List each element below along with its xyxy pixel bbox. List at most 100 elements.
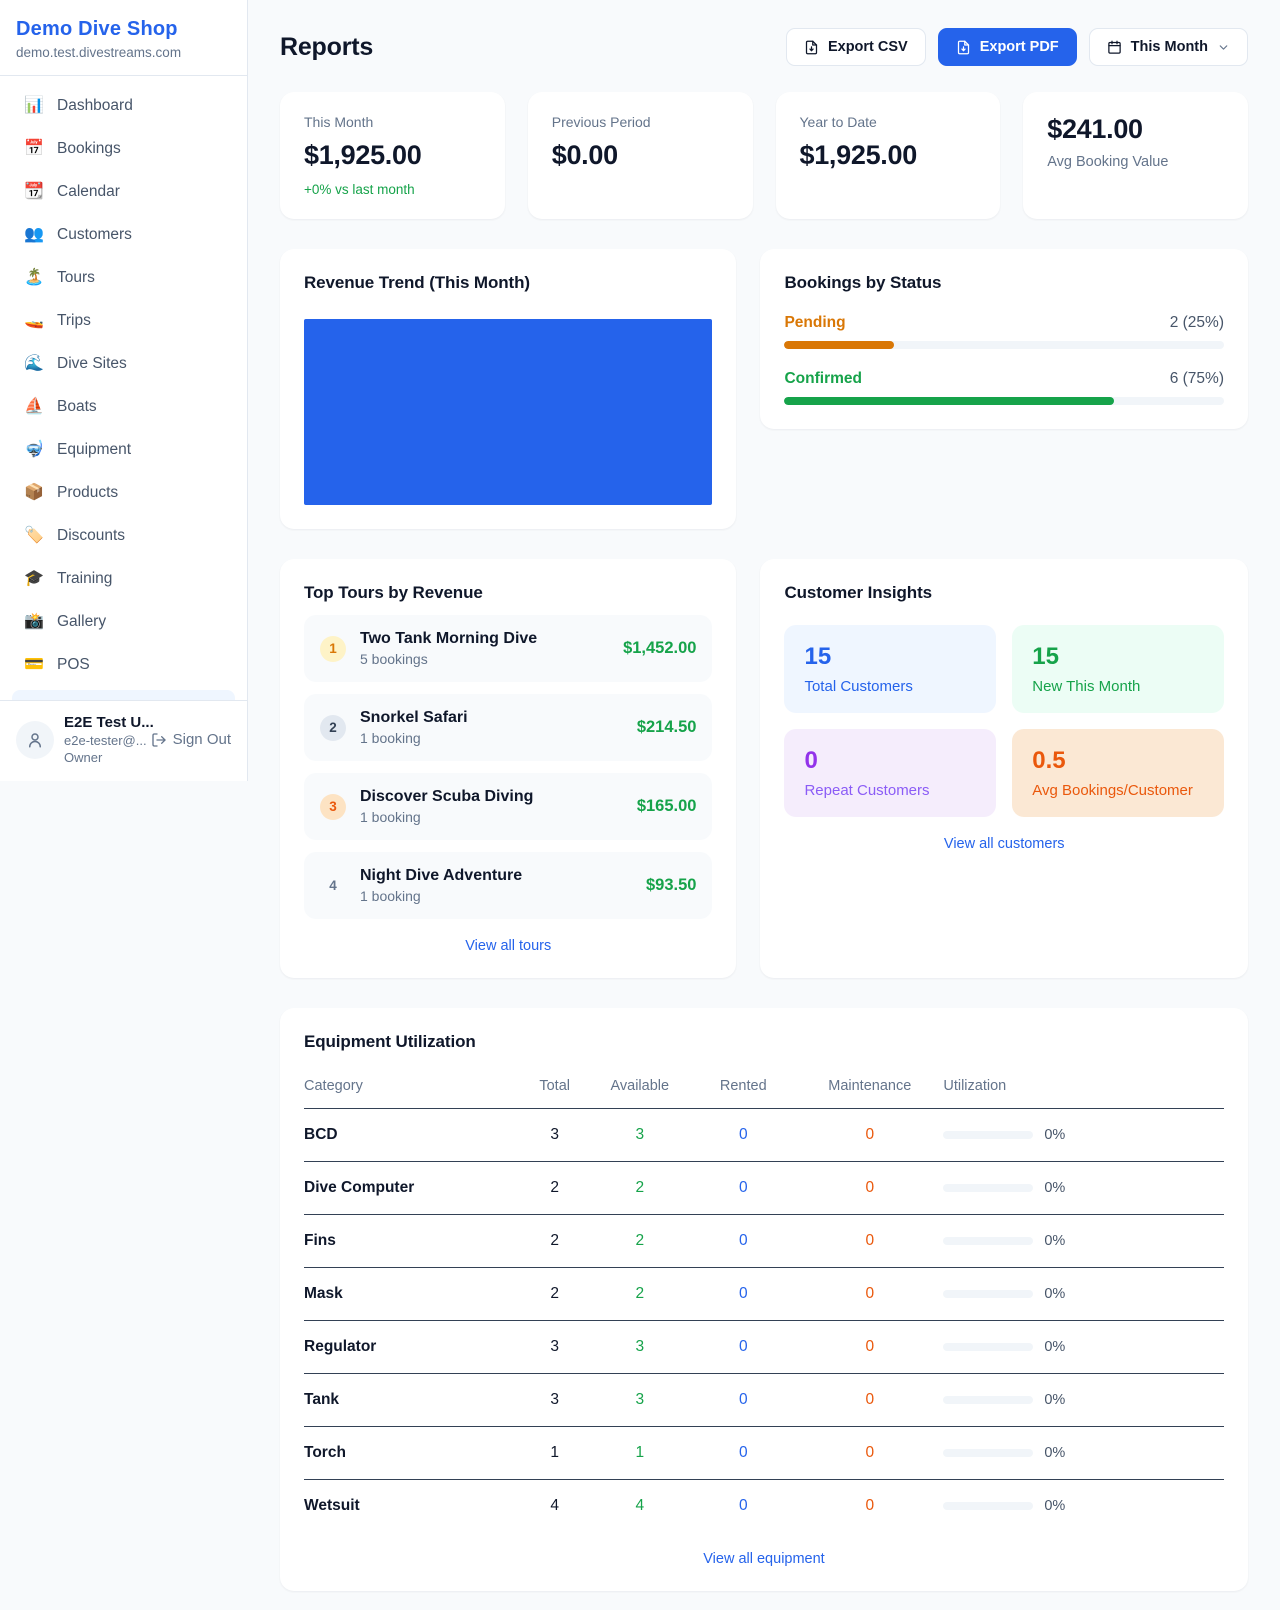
view-all-tours-link[interactable]: View all tours — [465, 938, 552, 954]
sidebar-item-boats[interactable]: ⛵ Boats — [12, 389, 235, 425]
status-count: 2 (25%) — [1169, 314, 1224, 331]
tour-amount: $214.50 — [636, 718, 697, 736]
stat-value: $1,925.00 — [799, 140, 918, 170]
list-item: 3 Discover Scuba Diving 1 booking $165.0… — [304, 773, 713, 840]
sidebar-item-label: Dashboard — [57, 97, 133, 114]
insight-total-customers: 15 Total Customers — [784, 625, 997, 713]
logout-icon — [151, 732, 166, 747]
insight-new-this-month: 15 New This Month — [1012, 625, 1224, 713]
tour-bookings: 5 bookings — [360, 651, 428, 667]
sidebar-item-reports-partial[interactable] — [12, 690, 235, 700]
lists-row: Top Tours by Revenue 1 Two Tank Morning … — [280, 559, 1248, 978]
column-header: Rented — [690, 1068, 797, 1109]
camera-icon: 📸 — [24, 613, 44, 630]
table-row: Wetsuit 4 4 0 0 0% — [304, 1497, 1066, 1514]
stat-label: Avg Booking Value — [1047, 154, 1169, 170]
view-all-equipment-link[interactable]: View all equipment — [703, 1551, 825, 1567]
sidebar-item-products[interactable]: 📦 Products — [12, 475, 235, 511]
export-pdf-button[interactable]: Export PDF — [937, 28, 1077, 66]
calendar-icon — [1107, 40, 1121, 54]
utilization-track — [943, 1131, 1034, 1139]
avatar — [16, 720, 54, 759]
sidebar-item-discounts[interactable]: 🏷️ Discounts — [12, 518, 235, 554]
sidebar: Demo Dive Shop demo.test.divestreams.com… — [0, 0, 248, 781]
header-actions: Export CSV Export PDF This Month — [785, 28, 1248, 66]
insight-repeat-customers: 0 Repeat Customers — [784, 729, 997, 817]
shop-name: Demo Dive Shop — [16, 18, 178, 40]
sidebar-item-calendar[interactable]: 📆 Calendar — [12, 174, 235, 210]
sailboat-icon: ⛵ — [24, 398, 44, 415]
sign-out-label: Sign Out — [172, 731, 231, 748]
top-tours-card: Top Tours by Revenue 1 Two Tank Morning … — [280, 559, 737, 978]
revenue-trend-card: Revenue Trend (This Month) — [280, 249, 737, 529]
progress-track — [784, 341, 1224, 349]
table-row: Fins 2 2 0 0 0% — [304, 1214, 1224, 1268]
sidebar-item-training[interactable]: 🎓 Training — [12, 561, 235, 597]
table-header-row: Category Total Available Rented Maintena… — [304, 1068, 1224, 1109]
status-label: Pending — [784, 314, 846, 331]
file-download-icon — [805, 40, 818, 54]
utilization-track — [943, 1184, 1034, 1192]
export-csv-label: Export CSV — [827, 39, 908, 55]
sidebar-item-label: Customers — [57, 226, 132, 243]
utilization-track — [943, 1396, 1034, 1404]
calendar-date-icon: 📅 — [24, 140, 44, 157]
stat-label: Previous Period — [551, 114, 651, 130]
sidebar-item-label: POS — [57, 656, 90, 673]
list-item: 4 Night Dive Adventure 1 booking $93.50 — [304, 852, 713, 919]
stat-cards-row: This Month $1,925.00 +0% vs last month P… — [280, 92, 1248, 219]
utilization-percent: 0% — [1044, 1127, 1066, 1143]
bar-chart-icon: 📊 — [24, 97, 44, 114]
export-csv-button[interactable]: Export CSV — [785, 28, 926, 66]
tour-amount: $1,452.00 — [623, 639, 697, 657]
tour-bookings: 1 booking — [360, 730, 421, 746]
stat-label: Year to Date — [799, 114, 877, 130]
sidebar-nav: 📊 Dashboard 📅 Bookings 📆 Calendar 👥 Cust… — [0, 76, 247, 700]
tour-bookings: 1 booking — [360, 809, 421, 825]
sign-out-button[interactable]: Sign Out — [151, 731, 231, 748]
sidebar-item-label: Trips — [57, 312, 91, 329]
column-header: Total — [520, 1068, 590, 1109]
stat-card-this-month: This Month $1,925.00 +0% vs last month — [280, 92, 505, 219]
stat-value: $1,925.00 — [304, 140, 422, 170]
insight-label: Total Customers — [804, 678, 913, 695]
wave-icon: 🌊 — [24, 355, 44, 372]
period-label: This Month — [1130, 39, 1208, 55]
view-all-customers-link[interactable]: View all customers — [943, 836, 1065, 852]
table-row: BCD 3 3 0 0 0% — [304, 1108, 1224, 1162]
table-row: Regulator 3 3 0 0 0% — [304, 1320, 1224, 1374]
sidebar-header: Demo Dive Shop demo.test.divestreams.com — [0, 0, 247, 76]
card-title: Equipment Utilization — [304, 1032, 476, 1051]
column-header: Maintenance — [796, 1068, 944, 1109]
utilization-percent: 0% — [1044, 1445, 1066, 1461]
sidebar-item-trips[interactable]: 🚤 Trips — [12, 303, 235, 339]
column-header: Category — [304, 1068, 521, 1109]
sidebar-item-dive-sites[interactable]: 🌊 Dive Sites — [12, 346, 235, 382]
period-dropdown[interactable]: This Month — [1088, 28, 1248, 66]
stat-card-avg-booking-value: $241.00 Avg Booking Value — [1023, 92, 1248, 219]
stat-delta: +0% vs last month — [304, 182, 415, 197]
island-icon: 🏝️ — [24, 269, 44, 286]
column-header: Utilization — [943, 1068, 1224, 1109]
page-header: Reports Export CSV Export PDF This Month — [280, 28, 1248, 66]
progress-fill-confirmed — [784, 397, 1115, 405]
status-row-confirmed: Confirmed 6 (75%) — [784, 370, 1224, 405]
sidebar-item-customers[interactable]: 👥 Customers — [12, 217, 235, 253]
sidebar-item-tours[interactable]: 🏝️ Tours — [12, 260, 235, 296]
stat-label: This Month — [304, 114, 374, 130]
tour-name: Two Tank Morning Dive — [360, 630, 538, 647]
card-title: Revenue Trend (This Month) — [304, 273, 530, 292]
sidebar-item-bookings[interactable]: 📅 Bookings — [12, 131, 235, 167]
file-download-icon — [957, 40, 969, 54]
list-item: 1 Two Tank Morning Dive 5 bookings $1,45… — [304, 615, 713, 682]
sidebar-item-dashboard[interactable]: 📊 Dashboard — [12, 88, 235, 124]
user-role: Owner — [64, 750, 103, 765]
sidebar-item-gallery[interactable]: 📸 Gallery — [12, 604, 235, 640]
sidebar-item-pos[interactable]: 💳 POS — [12, 647, 235, 683]
sidebar-item-equipment[interactable]: 🤿 Equipment — [12, 432, 235, 468]
progress-fill-pending — [784, 341, 895, 349]
sidebar-item-label: Dive Sites — [57, 355, 127, 372]
table-row: Tank 3 3 0 0 0% — [304, 1373, 1224, 1427]
utilization-track — [943, 1237, 1034, 1245]
insight-value: 15 — [804, 643, 832, 670]
